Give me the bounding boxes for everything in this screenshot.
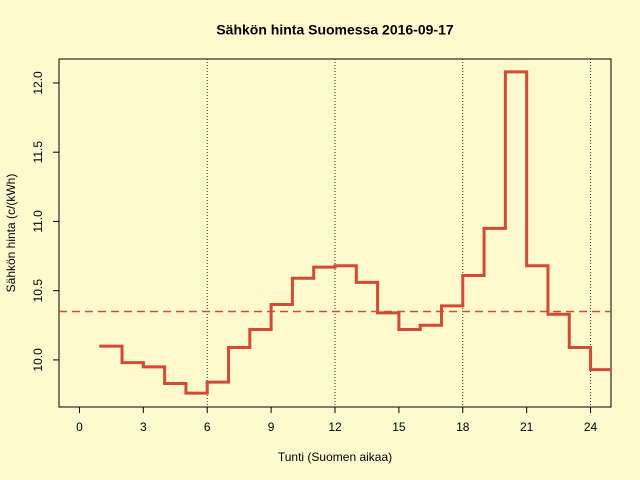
x-tick-label: 3	[140, 420, 147, 434]
x-tick-label: 0	[76, 420, 83, 434]
y-tick-label: 10.5	[31, 279, 45, 303]
x-tick-label: 24	[584, 420, 598, 434]
y-tick-label: 11.5	[31, 141, 45, 164]
y-tick-label: 12.0	[31, 71, 45, 95]
chart-title: Sähkön hinta Suomessa 2016-09-17	[216, 22, 454, 38]
y-axis-label: Sähkön hinta (c/(kWh)	[4, 174, 18, 293]
x-axis-label: Tunti (Suomen aikaa)	[278, 450, 392, 464]
x-tick-label: 18	[456, 420, 470, 434]
plot-area	[59, 59, 611, 407]
x-tick-label: 15	[392, 420, 406, 434]
x-tick-label: 21	[520, 420, 534, 434]
x-tick-label: 9	[268, 420, 275, 434]
y-tick-label: 10.0	[31, 348, 45, 372]
x-tick-label: 6	[204, 420, 211, 434]
y-tick-label: 11.0	[31, 210, 45, 233]
x-tick-label: 12	[328, 420, 342, 434]
